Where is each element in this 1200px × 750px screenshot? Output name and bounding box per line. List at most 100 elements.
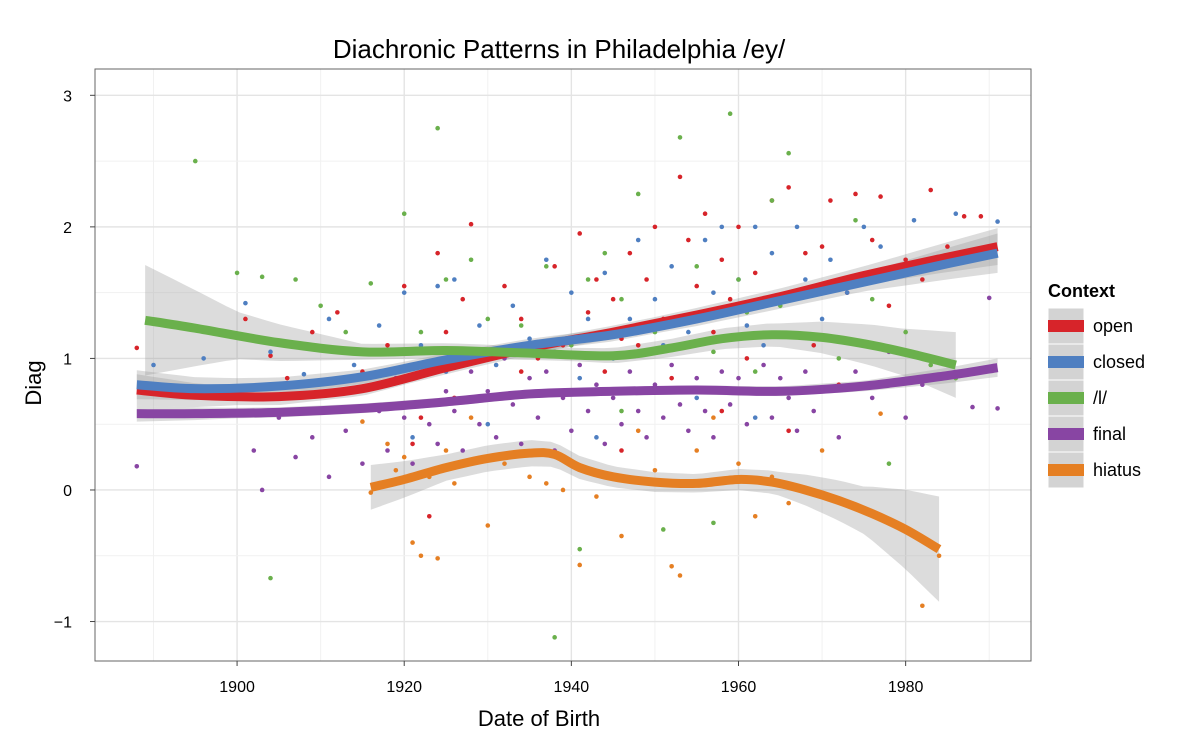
data-point	[878, 411, 883, 416]
data-point	[543, 481, 549, 486]
data-point	[401, 283, 407, 289]
data-point	[727, 111, 733, 117]
data-point	[752, 270, 758, 276]
data-point	[961, 214, 967, 219]
data-point	[569, 428, 574, 434]
data-point	[577, 375, 583, 381]
legend-key-swatch	[1048, 464, 1084, 476]
data-point	[736, 375, 741, 381]
x-tick-label: 1900	[219, 679, 255, 696]
data-point	[552, 635, 557, 640]
data-point	[569, 290, 574, 295]
data-point	[293, 454, 298, 460]
data-point	[619, 408, 624, 414]
data-point	[995, 406, 1000, 411]
data-point	[928, 187, 934, 193]
data-point	[543, 264, 549, 269]
data-point	[761, 362, 766, 368]
data-point	[426, 421, 432, 427]
data-point	[736, 224, 741, 230]
data-point	[711, 349, 716, 355]
data-point	[401, 290, 407, 295]
smooth-line	[136, 248, 999, 394]
confidence-band	[136, 233, 998, 401]
data-point	[418, 342, 424, 348]
data-point	[301, 371, 307, 377]
legend-label: closed	[1093, 352, 1145, 372]
data-point	[727, 402, 733, 407]
data-point	[635, 237, 641, 243]
data-point	[702, 237, 708, 243]
data-point	[510, 402, 516, 407]
data-point	[560, 487, 566, 493]
data-point	[619, 421, 624, 427]
data-point	[627, 316, 633, 322]
data-point	[543, 257, 549, 263]
y-tick-label: −1	[54, 615, 72, 632]
data-point	[610, 296, 616, 302]
data-point	[736, 277, 741, 282]
data-point	[602, 250, 608, 256]
data-point	[786, 500, 791, 506]
data-point	[886, 303, 892, 309]
data-point	[660, 415, 666, 420]
data-point	[619, 533, 624, 539]
data-point	[970, 404, 975, 410]
data-point	[435, 125, 440, 131]
data-point	[752, 415, 758, 420]
data-point	[234, 270, 240, 276]
data-point	[853, 217, 858, 223]
data-point	[677, 573, 683, 578]
data-point	[309, 435, 315, 440]
data-point	[752, 369, 758, 374]
data-point	[652, 296, 658, 302]
data-point	[518, 316, 524, 322]
data-point	[719, 369, 725, 374]
data-point	[343, 329, 349, 335]
data-point	[920, 277, 925, 282]
data-point	[527, 336, 532, 341]
x-axis-ticks: 1900 1920 1940 1960 1980	[219, 661, 924, 696]
data-point	[986, 295, 992, 301]
data-point	[878, 194, 883, 199]
data-point	[493, 435, 499, 440]
plot-panel	[94, 68, 1032, 662]
smooth-line	[369, 448, 942, 554]
data-point	[786, 395, 791, 401]
grid	[95, 69, 1031, 661]
data-point	[318, 303, 323, 309]
data-point	[468, 415, 474, 420]
data-point	[351, 362, 357, 368]
data-point	[702, 408, 708, 414]
x-axis-label: Date of Birth	[478, 706, 600, 731]
data-point	[268, 575, 273, 581]
data-point	[418, 329, 424, 335]
data-point	[660, 527, 666, 532]
data-point	[393, 467, 399, 473]
data-point	[309, 329, 315, 335]
data-point	[869, 395, 875, 401]
data-point	[669, 264, 674, 269]
data-point	[644, 435, 649, 440]
data-point	[920, 603, 925, 609]
data-point	[418, 553, 424, 559]
data-point	[928, 362, 934, 368]
data-point	[619, 296, 624, 302]
data-point	[627, 250, 633, 256]
data-point	[669, 375, 674, 381]
data-point	[376, 323, 382, 328]
data-point	[460, 296, 466, 302]
data-point	[577, 562, 583, 568]
data-point	[844, 290, 850, 295]
data-point	[635, 191, 641, 197]
data-point	[585, 310, 591, 315]
data-point	[485, 421, 491, 427]
x-tick-label: 1980	[888, 679, 924, 696]
data-point	[711, 435, 716, 440]
data-point	[443, 448, 449, 453]
data-point	[443, 389, 449, 394]
data-point	[518, 441, 524, 447]
smooth-line	[144, 315, 957, 370]
data-point	[510, 303, 516, 309]
